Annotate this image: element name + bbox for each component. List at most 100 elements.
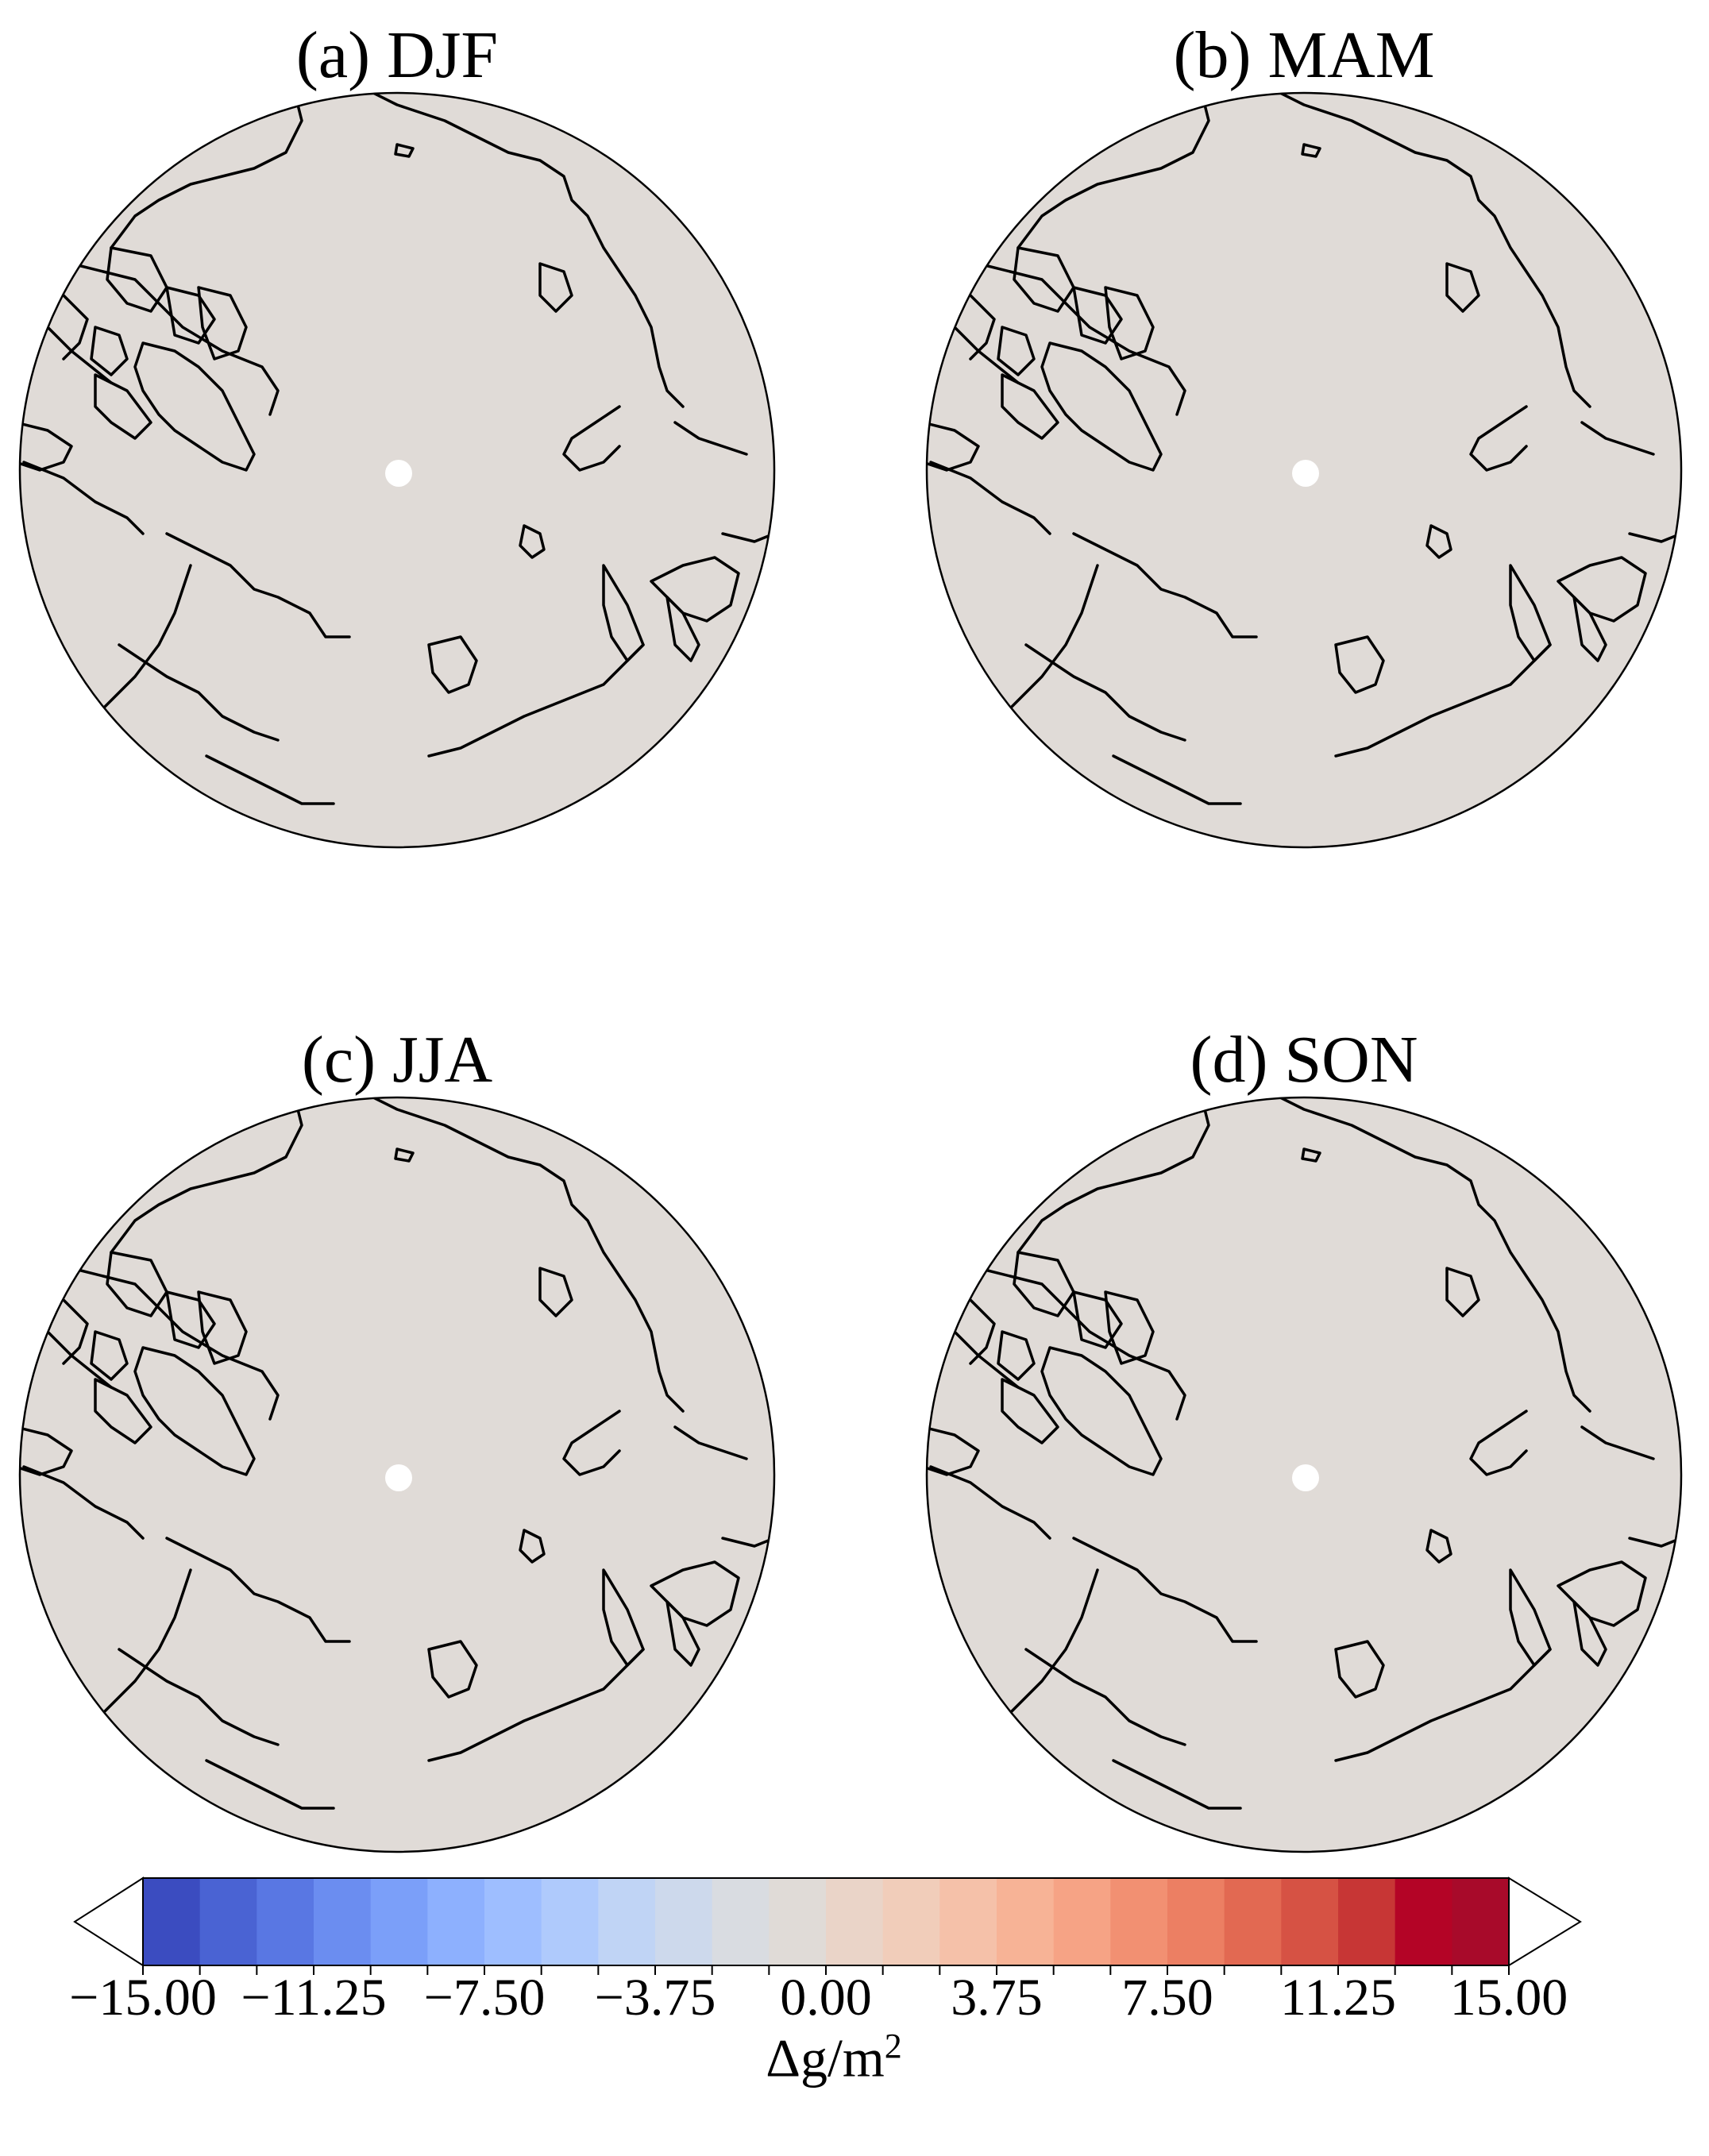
coastline — [1425, 1529, 1452, 1564]
coastline — [538, 262, 573, 313]
coastline — [929, 1465, 1051, 1540]
colorbar-segment — [997, 1878, 1055, 1965]
colorbar-segment — [826, 1878, 884, 1965]
coastline — [1509, 564, 1552, 662]
coastline — [519, 1529, 546, 1564]
colorbar-segment — [484, 1878, 542, 1965]
coastline — [673, 1425, 748, 1460]
coastline — [197, 286, 248, 361]
coastline — [1425, 524, 1452, 559]
coastline — [165, 286, 216, 345]
coastline — [673, 421, 748, 456]
colorbar-segment — [1110, 1878, 1168, 1965]
coastline — [1104, 286, 1155, 361]
coastline — [70, 262, 280, 416]
coastline — [1334, 635, 1385, 694]
coastline — [86, 1568, 192, 1730]
coastline — [94, 1378, 152, 1444]
coastline — [427, 643, 645, 758]
unit-base: Δg/m — [766, 2027, 885, 2089]
panel-son: (d) SON — [923, 1005, 1685, 1878]
colorbar-segment — [769, 1878, 827, 1965]
coastline — [1334, 1640, 1385, 1699]
coastline — [1301, 143, 1321, 158]
coastline — [19, 421, 73, 472]
colorbar-segment — [314, 1878, 372, 1965]
coastline — [1040, 1346, 1163, 1476]
coastline — [926, 421, 980, 472]
panel-mam: (b) MAM — [923, 0, 1685, 874]
coastline — [70, 1267, 280, 1421]
coastline — [90, 1330, 129, 1381]
coastline — [650, 556, 740, 623]
coastline — [1445, 262, 1480, 313]
colorbar-tick-label: 11.25 — [1279, 1969, 1397, 2027]
coastlines — [926, 1097, 1682, 1810]
coastline — [562, 1410, 621, 1476]
coastline — [993, 1568, 1099, 1730]
colorbar-segment — [427, 1878, 485, 1965]
coastline — [1017, 92, 1210, 249]
coastline — [46, 1298, 113, 1389]
colorbar: −15.00 −11.25 −7.50 −3.75 0.00 3.75 7.50 11.25 1… — [69, 1870, 1596, 2140]
coastline — [1334, 643, 1552, 758]
coastline — [562, 405, 621, 472]
coastline — [427, 1640, 478, 1699]
coastline — [427, 635, 478, 694]
coastline — [1509, 1568, 1552, 1667]
coastline — [602, 1568, 645, 1667]
colorbar-segment — [1224, 1878, 1282, 1965]
coastline — [19, 1425, 73, 1476]
pole-mask — [385, 460, 412, 487]
colorbar-tick-label: 15.00 — [1449, 1969, 1568, 2027]
coastline — [1557, 556, 1647, 623]
colorbar-segment — [1281, 1878, 1339, 1965]
coastline — [926, 1425, 980, 1476]
coastline — [953, 294, 1020, 384]
panel-jja: (c) JJA — [16, 1005, 778, 1878]
coastlines — [19, 92, 775, 805]
coastline — [1001, 1378, 1059, 1444]
colorbar-extend-max — [1508, 1876, 1582, 1967]
coastline — [394, 1147, 415, 1163]
coastline — [1469, 405, 1528, 472]
colorbar-tick-label: −7.50 — [423, 1969, 546, 2027]
coastline — [1072, 1290, 1123, 1349]
colorbar-unit-label: Δg/m2 — [71, 2029, 1596, 2085]
coastline — [1040, 341, 1163, 472]
colorbar-scale — [73, 1876, 1582, 1975]
colorbar-segment — [199, 1878, 257, 1965]
coastline — [1580, 421, 1655, 456]
coastline — [1445, 1267, 1480, 1317]
colorbar-tick-label: 3.75 — [951, 1969, 1043, 2027]
coastline — [90, 326, 129, 376]
coastline — [1072, 532, 1258, 638]
map-boundary — [925, 91, 1683, 849]
unit-exponent: 2 — [884, 2027, 902, 2065]
coastline — [86, 564, 192, 726]
coastline — [197, 1290, 248, 1365]
coastline — [94, 373, 152, 440]
coastline — [364, 1097, 685, 1413]
panel-title: (c) JJA — [301, 1023, 493, 1097]
coastline — [1072, 1537, 1258, 1643]
coastline — [46, 294, 113, 384]
coastline — [118, 643, 280, 742]
colorbar-tick-label: 0.00 — [780, 1969, 872, 2027]
colorbar-segment — [598, 1878, 656, 1965]
coastline — [1334, 1648, 1552, 1762]
colorbar-segment — [939, 1878, 997, 1965]
coastline — [22, 1465, 145, 1540]
coastline — [165, 1290, 216, 1349]
coastline — [106, 246, 168, 313]
coastline — [165, 532, 351, 638]
coastline — [165, 1537, 351, 1643]
coastline — [133, 341, 256, 472]
colorbar-segment — [143, 1878, 201, 1965]
coastline — [993, 564, 1099, 726]
colorbar-tick-label: 7.50 — [1121, 1969, 1213, 2027]
colorbar-segment — [655, 1878, 713, 1965]
colorbar-tick-label: −3.75 — [594, 1969, 716, 2027]
colorbar-extend-min — [73, 1876, 144, 1967]
panel-title: (b) MAM — [1173, 18, 1435, 92]
